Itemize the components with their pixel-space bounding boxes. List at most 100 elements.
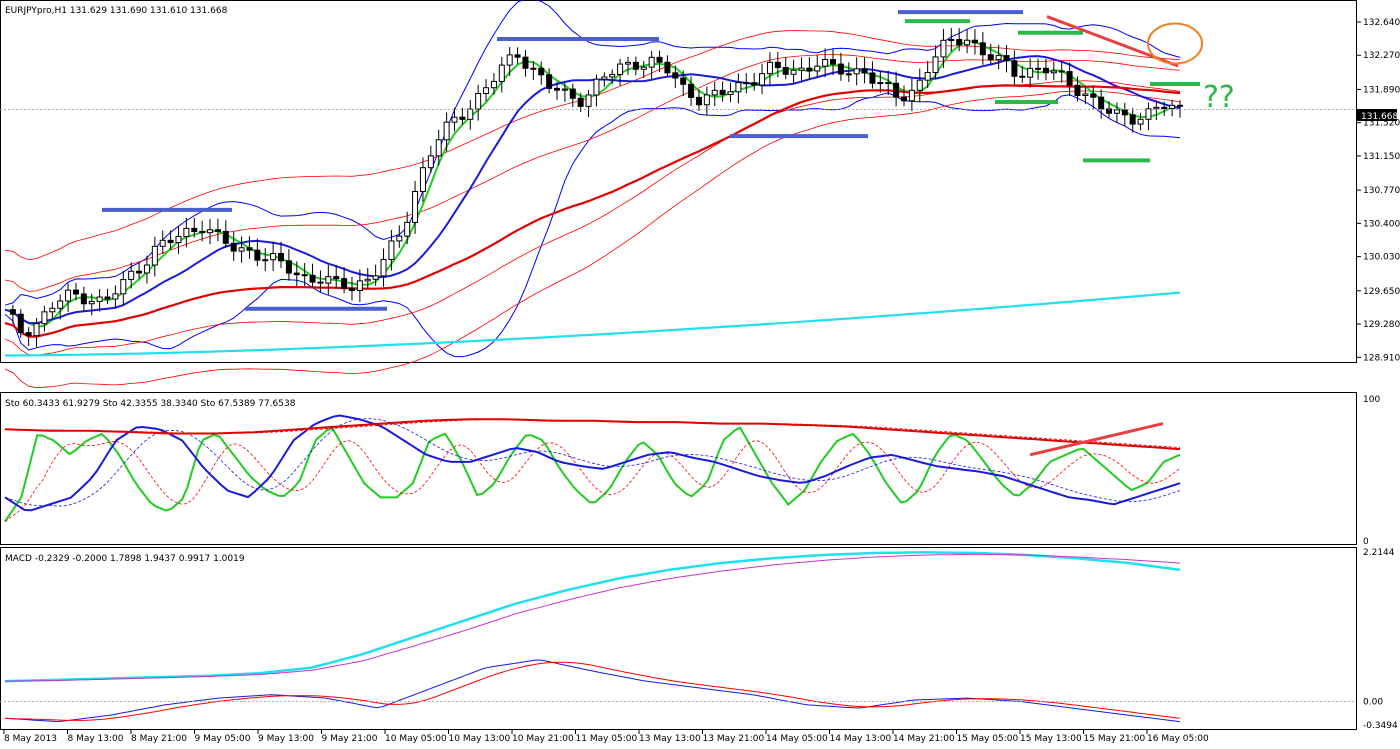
candle-body — [412, 190, 419, 223]
candle-body — [664, 61, 671, 74]
candle-body — [88, 300, 95, 305]
candle-body — [1106, 108, 1113, 114]
candle-body — [964, 39, 971, 46]
candle-body — [861, 68, 868, 74]
candle-body — [822, 59, 829, 67]
candle-body — [490, 80, 497, 89]
candle-body — [774, 61, 781, 69]
candle-body — [459, 116, 466, 120]
candle-body — [609, 73, 616, 78]
x-axis-tick-label: 15 May 05:00 — [957, 734, 1019, 744]
price-panel-header: EURJPYpro,H1 131.629 131.690 131.610 131… — [5, 6, 228, 16]
candle-body — [743, 82, 750, 85]
candle-body — [435, 139, 442, 157]
price-layer — [0, 0, 1356, 389]
candle-body — [624, 61, 631, 65]
x-axis-tick-label: 8 May 13:00 — [68, 734, 124, 744]
x-axis-tick-label: 14 May 13:00 — [830, 734, 892, 744]
candle-body — [1042, 67, 1049, 74]
candle-body — [9, 309, 16, 315]
candle-body — [1137, 118, 1144, 125]
candle-body — [751, 82, 758, 86]
candle-body — [191, 227, 198, 233]
candle-body — [388, 240, 395, 260]
bollinger-lower-line — [4, 92, 1181, 358]
candle-body — [309, 274, 316, 283]
x-axis-tick-label: 8 May 2013 — [4, 734, 57, 744]
candle-body — [703, 94, 710, 106]
candle-body — [404, 221, 411, 237]
candle-body — [727, 91, 734, 95]
candle-body — [561, 88, 568, 91]
candle-body — [498, 64, 505, 82]
candle-body — [317, 281, 324, 284]
candle-body — [372, 275, 379, 280]
candle-body — [238, 247, 245, 252]
macd-y-tick-label: 0.00 — [1363, 697, 1383, 707]
candle-body — [151, 245, 158, 266]
candle-body — [735, 82, 742, 93]
candle-body — [695, 96, 702, 106]
candle-body — [254, 249, 261, 261]
candle-body — [443, 121, 450, 141]
candle-body — [475, 92, 482, 110]
candle-body — [632, 61, 639, 70]
price-y-tick-label: 131.890 — [1363, 85, 1400, 95]
price-y-tick-label: 129.280 — [1363, 320, 1400, 330]
candle-body — [427, 155, 434, 169]
candle-body — [136, 270, 143, 274]
envelope-line-3 — [4, 90, 1181, 389]
candle-body — [1019, 75, 1026, 78]
price-panel-frame — [0, 0, 1357, 363]
candle-body — [924, 72, 931, 81]
candle-body — [65, 289, 72, 302]
candle-body — [25, 332, 32, 337]
candle-body — [348, 287, 355, 291]
x-axis-tick-label: 11 May 05:00 — [576, 734, 638, 744]
price-y-tick-label: 132.640 — [1363, 18, 1400, 28]
candle-body — [120, 279, 127, 295]
candle-body — [577, 97, 584, 107]
candle-body — [72, 289, 79, 295]
candle-body — [1129, 114, 1136, 125]
candle-body — [885, 82, 892, 85]
macd-y-tick-label: -0.3494 — [1363, 721, 1398, 731]
candle-body — [262, 259, 269, 262]
candle-body — [1082, 93, 1089, 96]
candle-body — [546, 74, 553, 89]
candle-body — [214, 229, 221, 232]
macd-signal-line — [4, 553, 1181, 682]
candle-body — [1153, 106, 1160, 110]
candle-body — [341, 278, 348, 289]
stoch-y-tick-label: 100 — [1363, 395, 1380, 405]
candle-body — [175, 235, 182, 244]
candle-body — [333, 276, 340, 280]
candle-body — [853, 68, 860, 75]
candle-body — [1003, 55, 1010, 62]
candle-body — [1177, 104, 1183, 107]
x-axis-tick-label: 9 May 21:00 — [322, 734, 378, 744]
stoch-signal-1 — [4, 418, 1181, 507]
candle-body — [830, 59, 837, 65]
candle-body — [1066, 71, 1073, 86]
candle-body — [128, 270, 135, 281]
candle-body — [96, 296, 103, 302]
stoch-layer — [4, 414, 1181, 523]
candle-body — [104, 296, 111, 300]
x-axis-tick-label: 10 May 13:00 — [449, 734, 511, 744]
candle-body — [222, 230, 229, 244]
stoch-trend-line — [1029, 422, 1164, 457]
candle-body — [1050, 70, 1057, 74]
candle-body — [845, 73, 852, 76]
candle-body — [766, 61, 773, 75]
candle-body — [522, 56, 529, 69]
candle-body — [979, 42, 986, 56]
candle-body — [80, 293, 87, 305]
candle-body — [790, 69, 797, 75]
bollinger-upper-line — [4, 0, 1181, 306]
candle-body — [837, 63, 844, 75]
candle-body — [396, 235, 403, 242]
candle-body — [183, 227, 190, 237]
candle-body — [167, 239, 174, 244]
